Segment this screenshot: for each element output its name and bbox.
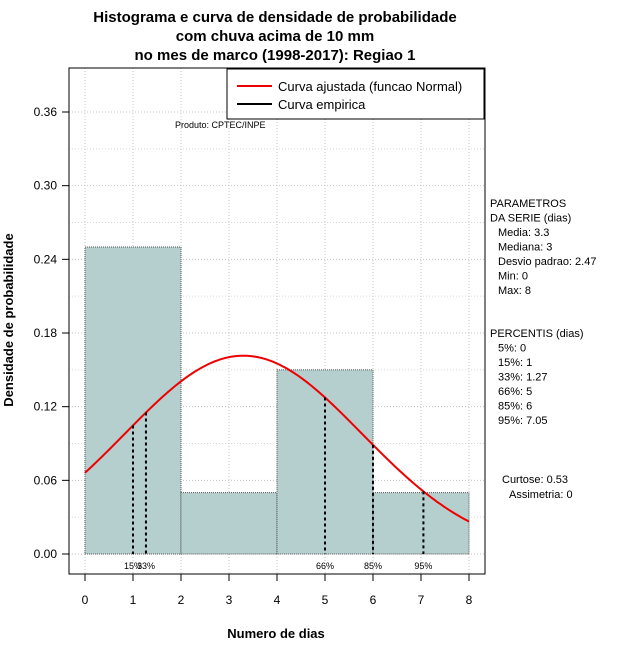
y-tick-label: 0.36 xyxy=(34,105,58,119)
normal-curve-line xyxy=(84,354,470,523)
parametros-line: DA SERIE (dias) xyxy=(490,213,571,225)
percentile-marker-label: 15% xyxy=(124,561,142,571)
parametros-line: Min: 0 xyxy=(498,271,528,283)
y-axis: 0.00 0.06 0.12 0.18 0.24 0.30 0.36 xyxy=(34,105,70,561)
histogram-bar xyxy=(180,492,278,555)
normal-curve xyxy=(84,354,470,523)
parametros-line: Media: 3.3 xyxy=(498,227,549,239)
parametros-line: Desvio padrao: 2.47 xyxy=(498,256,596,268)
percentis-line: 15%: 1 xyxy=(498,357,532,369)
title-line: com chuva acima de 10 mm xyxy=(176,28,374,45)
producer-note: Produto: CPTEC/INPE xyxy=(175,120,266,130)
percentile-marker-label: 33% xyxy=(137,561,155,571)
parametros-line: PARAMETROS xyxy=(490,198,566,210)
percentis-line: PERCENTIS (dias) xyxy=(490,328,584,340)
title-line: no mes de marco (1998-2017): Regiao 1 xyxy=(135,47,416,64)
histogram-bar xyxy=(372,492,470,555)
x-tick-label: 0 xyxy=(82,593,89,607)
shape-stats-panel: Curtose: 0.53 Assimetria: 0 xyxy=(502,474,573,501)
legend-entry-label: Curva empirica xyxy=(278,97,366,112)
legend-box xyxy=(226,68,485,120)
x-tick-label: 4 xyxy=(274,593,281,607)
chart-title: Histograma e curva de densidade de proba… xyxy=(93,9,456,64)
histogram-bar xyxy=(276,369,374,555)
percentis-line: 85%: 6 xyxy=(498,401,532,413)
x-tick-label: 5 xyxy=(322,593,329,607)
percentile-marker-label: 85% xyxy=(364,561,382,571)
y-tick-label: 0.18 xyxy=(34,326,58,340)
shape-stat-line: Assimetria: 0 xyxy=(509,489,573,501)
y-tick-label: 0.30 xyxy=(34,179,58,193)
x-axis-label: Numero de dias xyxy=(227,626,325,641)
histogram-bar xyxy=(84,246,182,555)
percentis-line: 33%: 1.27 xyxy=(498,372,548,384)
y-axis-label: Densidade de probabilidade xyxy=(1,233,16,406)
x-tick-label: 3 xyxy=(226,593,233,607)
x-tick-label: 1 xyxy=(130,593,137,607)
percentile-markers: 15%33% 66% 85% 95% xyxy=(124,397,432,571)
x-tick-label: 6 xyxy=(370,593,377,607)
parametros-line: Mediana: 3 xyxy=(498,242,552,254)
title-line: Histograma e curva de densidade de proba… xyxy=(93,9,456,26)
x-tick-label: 7 xyxy=(418,593,425,607)
y-tick-label: 0.00 xyxy=(34,547,58,561)
y-tick-label: 0.24 xyxy=(34,252,58,266)
percentile-marker-label: 95% xyxy=(414,561,432,571)
parametros-panel: PARAMETROS DA SERIE (dias) Media: 3.3 Media… xyxy=(490,198,596,297)
x-axis: 0 1 2 3 4 5 6 7 8 xyxy=(82,573,473,607)
shape-stat-line: Curtose: 0.53 xyxy=(502,474,568,486)
percentis-line: 95%: 7.05 xyxy=(498,415,548,427)
percentis-line: 5%: 0 xyxy=(498,343,526,355)
x-tick-label: 8 xyxy=(466,593,473,607)
histogram-bars xyxy=(84,246,470,555)
legend: Curva ajustada (funcao Normal) Curva empi… xyxy=(226,68,485,120)
percentile-marker-label: 66% xyxy=(316,561,334,571)
y-tick-label: 0.06 xyxy=(34,473,58,487)
legend-entry-label: Curva ajustada (funcao Normal) xyxy=(278,79,462,94)
percentis-line: 66%: 5 xyxy=(498,386,532,398)
y-tick-label: 0.12 xyxy=(34,400,58,414)
parametros-line: Max: 8 xyxy=(498,285,531,297)
x-tick-label: 2 xyxy=(178,593,185,607)
percentis-panel: PERCENTIS (dias) 5%: 0 15%: 1 33%: 1.27 66%:… xyxy=(490,328,584,427)
